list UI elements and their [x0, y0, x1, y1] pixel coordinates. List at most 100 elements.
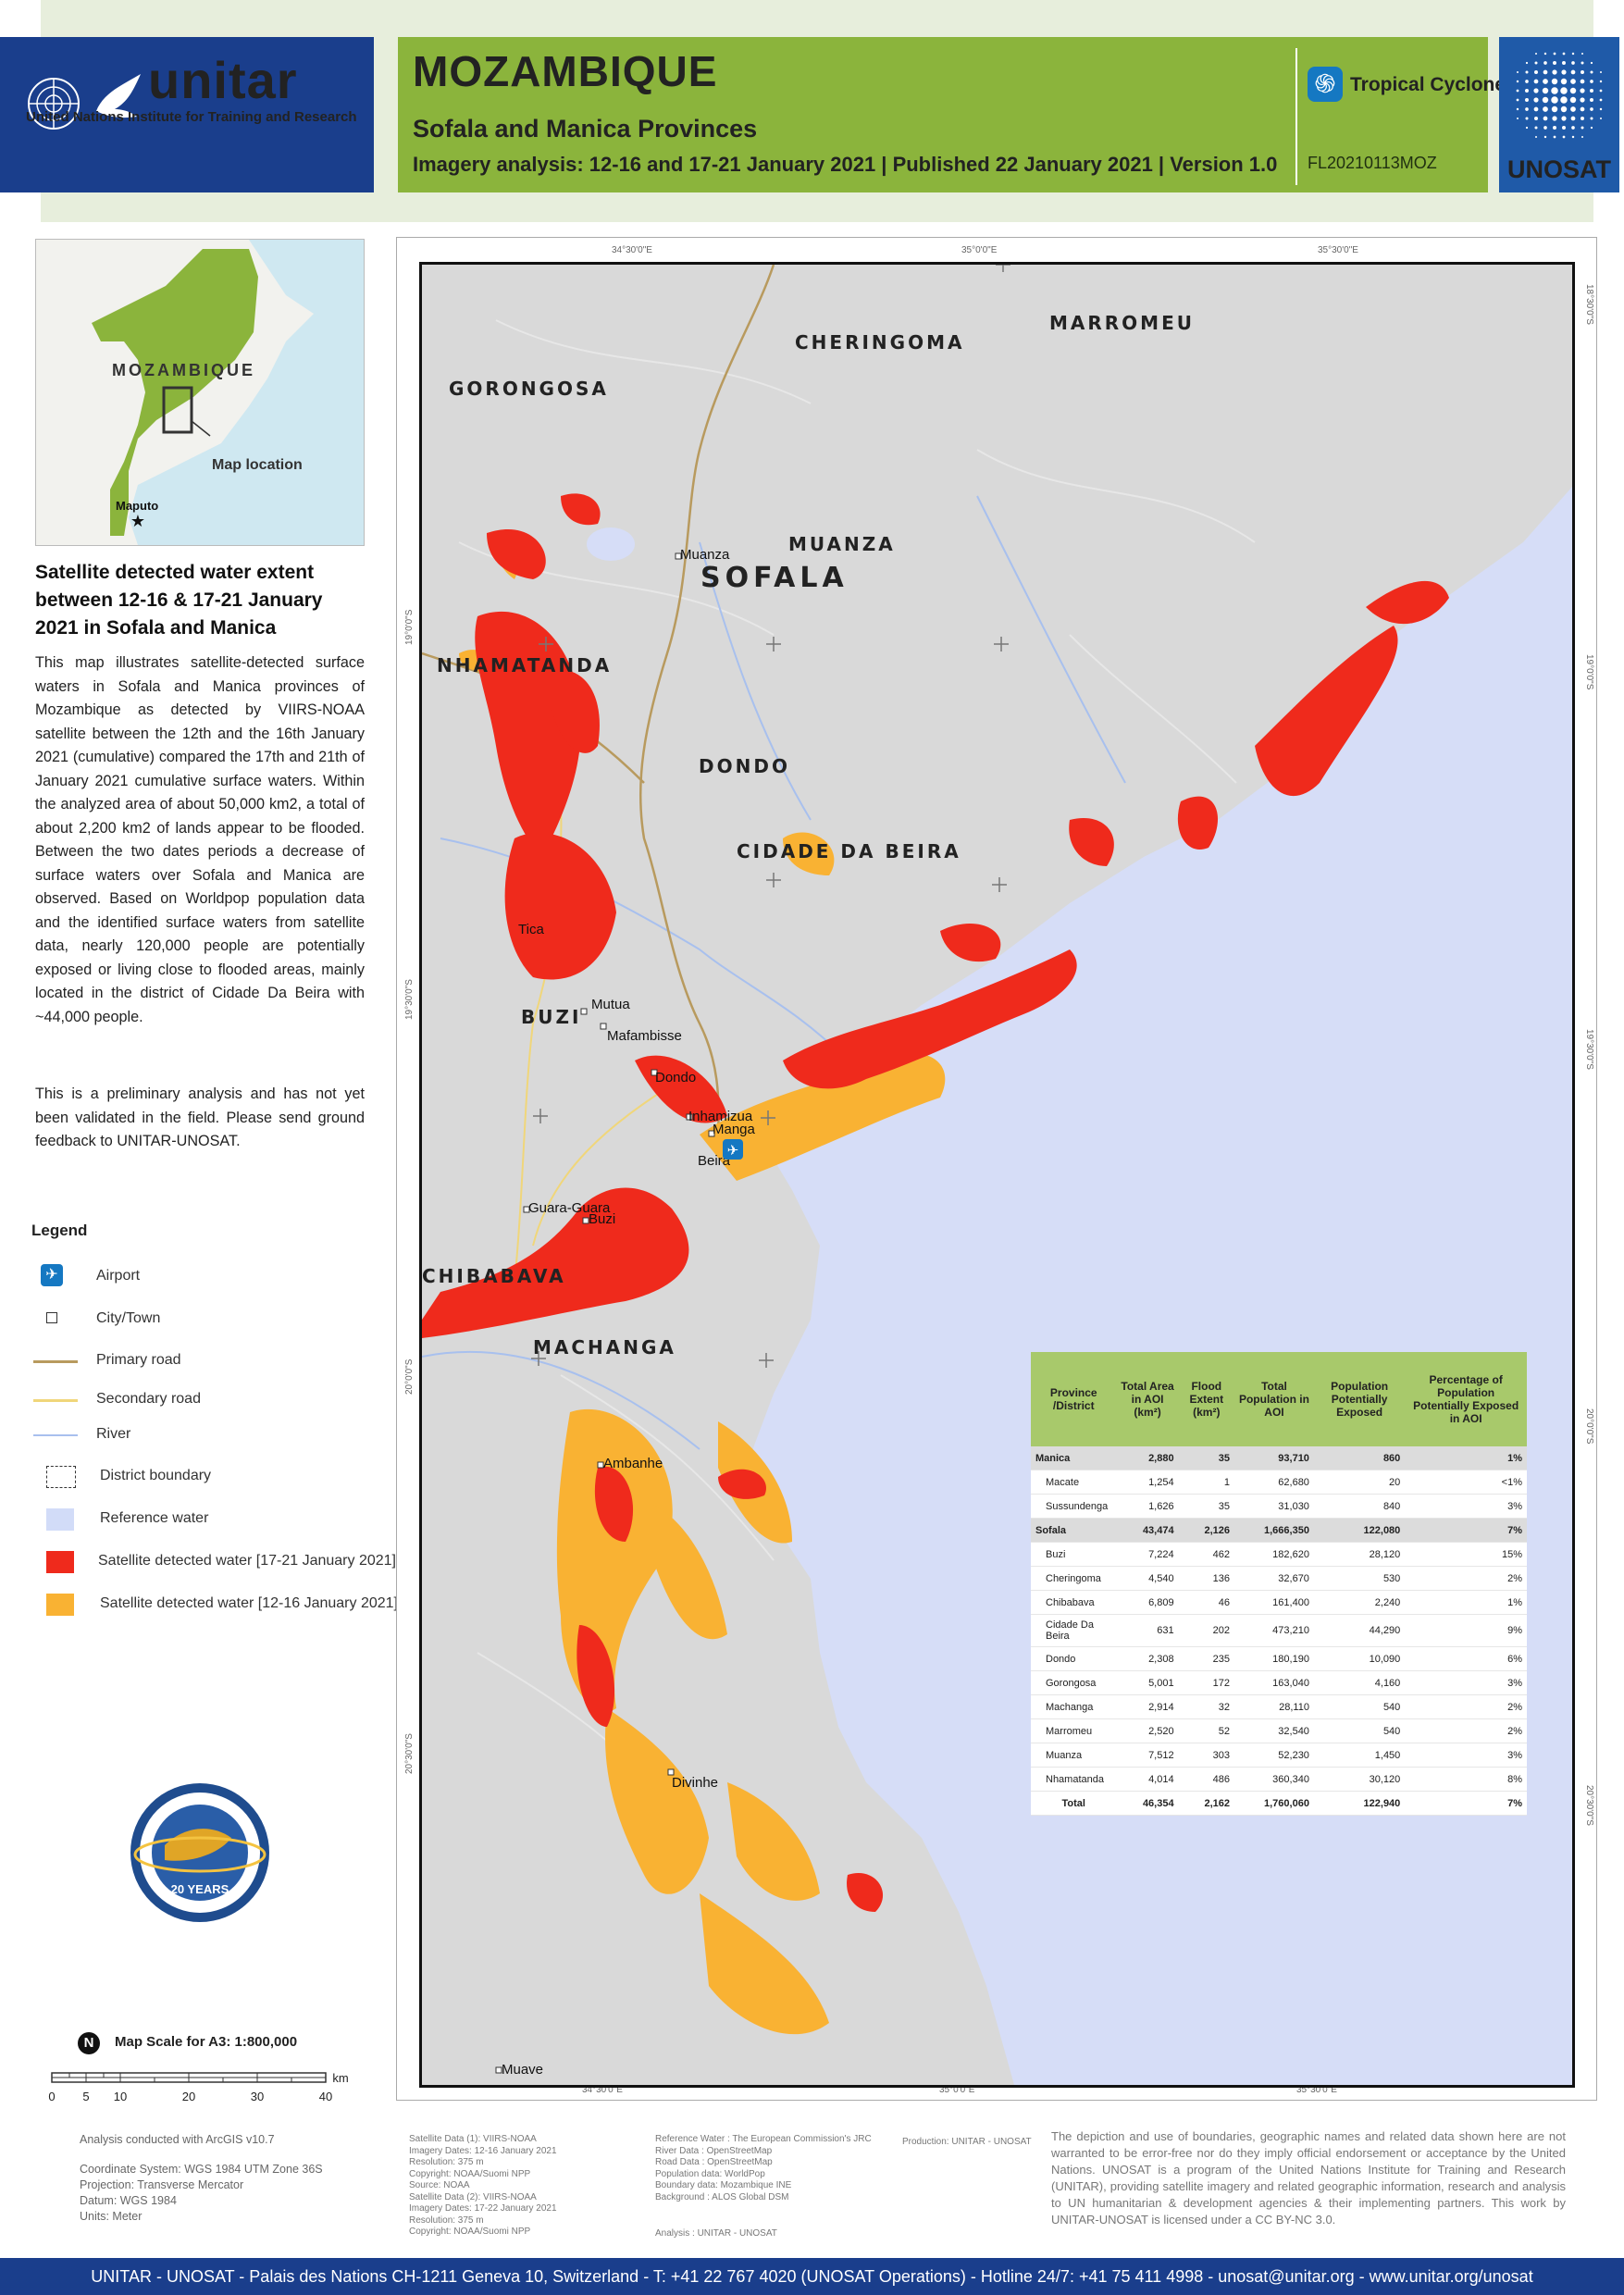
table-cell: 46 [1178, 1590, 1235, 1615]
table-cell: 122,940 [1313, 1791, 1406, 1816]
table-cell: 2% [1405, 1718, 1527, 1743]
satellite-credits: Satellite Data (1): VIIRS-NOAA Imagery D… [409, 2134, 557, 2239]
district-label-gorongosa: GORONGOSA [449, 378, 609, 400]
table-cell: 1% [1405, 1446, 1527, 1470]
disclaimer: The depiction and use of boundaries, geo… [1051, 2129, 1566, 2227]
coord-right-3: 19°30'0"S [1584, 1029, 1594, 1070]
coord-bottom-1: 34°30'0"E [582, 2085, 623, 2095]
table-cell: 15% [1405, 1542, 1527, 1567]
lake-urema [587, 527, 635, 561]
analysis-dates: Imagery analysis: 12-16 and 17-21 Januar… [413, 153, 1278, 176]
table-cell: 7% [1405, 1791, 1527, 1816]
legend-label-secondary-road: Secondary road [96, 1391, 201, 1407]
region-subtitle: Sofala and Manica Provinces [413, 115, 758, 143]
coord-bottom-3: 35°30'0"E [1296, 2085, 1337, 2095]
sat-credit-line: Resolution: 375 m [409, 2214, 484, 2226]
town-marker-ambanhe [597, 1461, 604, 1469]
table-header-cell: Percentage of Population Potentially Exp… [1405, 1352, 1527, 1446]
table-row: Cheringoma 4,540 136 32,670 530 2% [1031, 1566, 1527, 1591]
map-location-box [162, 386, 193, 434]
table-cell: 1,450 [1313, 1743, 1406, 1768]
table-cell: 172 [1178, 1670, 1235, 1695]
graticule-crosses [531, 265, 1010, 1368]
town-marker-manga [708, 1130, 715, 1137]
town-marker-divinhe [667, 1768, 675, 1776]
table-cell: 3% [1405, 1743, 1527, 1768]
table-cell: 32 [1178, 1694, 1235, 1719]
district-label-marromeu: MARROMEU [1049, 312, 1195, 334]
table-cell: 486 [1178, 1767, 1235, 1792]
scale-tick-20: 20 [182, 2090, 195, 2103]
table-cell: 8% [1405, 1767, 1527, 1792]
table-cell: Gorongosa [1031, 1670, 1117, 1695]
table-cell: 46,354 [1116, 1791, 1179, 1816]
projection-line-4: Units: Meter [80, 2210, 143, 2223]
coord-left-3: 20°0'0"S [404, 1358, 415, 1395]
sat-credit-line: Copyright: NOAA/Suomi NPP [409, 2227, 531, 2237]
district-label-cheringoma: CHERINGOMA [795, 331, 964, 354]
table-cell: Muanza [1031, 1743, 1117, 1768]
town-label-inhamizua: Inhamizua [688, 1109, 753, 1124]
table-cell: 462 [1178, 1542, 1235, 1567]
table-cell: 540 [1313, 1694, 1406, 1719]
town-marker-muanza [675, 552, 682, 560]
table-cell: Cidade Da Beira [1031, 1614, 1117, 1647]
legend-label-river: River [96, 1426, 131, 1442]
scale-tick-10: 10 [114, 2090, 127, 2103]
sat-credit-line: Satellite Data (1): VIIRS-NOAA [409, 2134, 537, 2144]
scale-tick-30: 30 [251, 2090, 264, 2103]
legend-title: Legend [31, 1222, 88, 1239]
town-marker-inhamizua [686, 1113, 693, 1121]
description-body: This map illustrates satellite-detected … [35, 654, 365, 1025]
table-cell: Nhamatanda [1031, 1767, 1117, 1792]
scale-tick-40: 40 [319, 2090, 332, 2103]
sat-credit-line: Resolution: 375 m [409, 2157, 484, 2167]
table-cell: 2,240 [1313, 1590, 1406, 1615]
table-cell: 631 [1116, 1614, 1179, 1647]
exposure-table-container: Province /District Total Area in AOI (km²… [1031, 1352, 1527, 1816]
table-row: Gorongosa 5,001 172 163,040 4,160 3% [1031, 1670, 1527, 1695]
table-cell: 2,162 [1178, 1791, 1235, 1816]
sat-credit-line: Satellite Data (2): VIIRS-NOAA [409, 2191, 537, 2202]
town-label-muave: Muave [502, 2062, 543, 2078]
sat-credit-line: Copyright: NOAA/Suomi NPP [409, 2168, 531, 2179]
legend-label-water-17-21: Satellite detected water [17-21 January … [98, 1553, 396, 1569]
table-cell: Macate [1031, 1470, 1117, 1495]
unosat-dots-icon [1516, 52, 1603, 139]
table-cell: 530 [1313, 1566, 1406, 1591]
ref-credit-line: River Data : OpenStreetMap [655, 2145, 773, 2156]
table-cell: 32,540 [1234, 1718, 1314, 1743]
table-cell: 2,126 [1178, 1518, 1235, 1543]
table-cell: 3% [1405, 1670, 1527, 1695]
table-row: Cidade Da Beira 631 202 473,210 44,290 9% [1031, 1614, 1527, 1647]
table-header-cell: Population Potentially Exposed [1313, 1352, 1406, 1446]
inset-map-location-label: Map location [212, 457, 303, 473]
primary-road-swatch [33, 1360, 78, 1363]
projection-line-1: Coordinate System: WGS 1984 UTM Zone 36S [80, 2163, 323, 2176]
unitar-bird-icon [96, 74, 141, 118]
table-cell: 7,512 [1116, 1743, 1179, 1768]
unitar-subtitle: United Nations Institute for Training an… [26, 109, 357, 125]
north-arrow-icon: N [78, 2032, 100, 2054]
table-cell: 3% [1405, 1494, 1527, 1519]
town-label-mutua: Mutua [591, 997, 630, 1012]
table-cell: Manica [1031, 1446, 1117, 1470]
scale-tick-0: 0 [48, 2090, 55, 2103]
analysis-credit: Analysis : UNITAR - UNOSAT [655, 2228, 777, 2239]
table-cell: 35 [1178, 1494, 1235, 1519]
town-marker-muave [495, 2066, 502, 2074]
header-divider [1295, 48, 1297, 185]
table-cell: Cheringoma [1031, 1566, 1117, 1591]
table-cell: <1% [1405, 1470, 1527, 1495]
beira-airport-icon[interactable] [723, 1139, 743, 1160]
exposure-table: Province /District Total Area in AOI (km²… [1031, 1352, 1527, 1816]
legend-label-district: District boundary [100, 1468, 212, 1483]
table-cell: 473,210 [1234, 1614, 1314, 1647]
legend-label-water-12-16: Satellite detected water [12-16 January … [100, 1595, 398, 1611]
town-marker-mafambisse [600, 1023, 607, 1030]
cyclone-icon: ֍ [1308, 67, 1343, 102]
table-cell: 28,110 [1234, 1694, 1314, 1719]
table-cell: 20 [1313, 1470, 1406, 1495]
table-cell: 1,760,060 [1234, 1791, 1314, 1816]
table-cell: 9% [1405, 1614, 1527, 1647]
